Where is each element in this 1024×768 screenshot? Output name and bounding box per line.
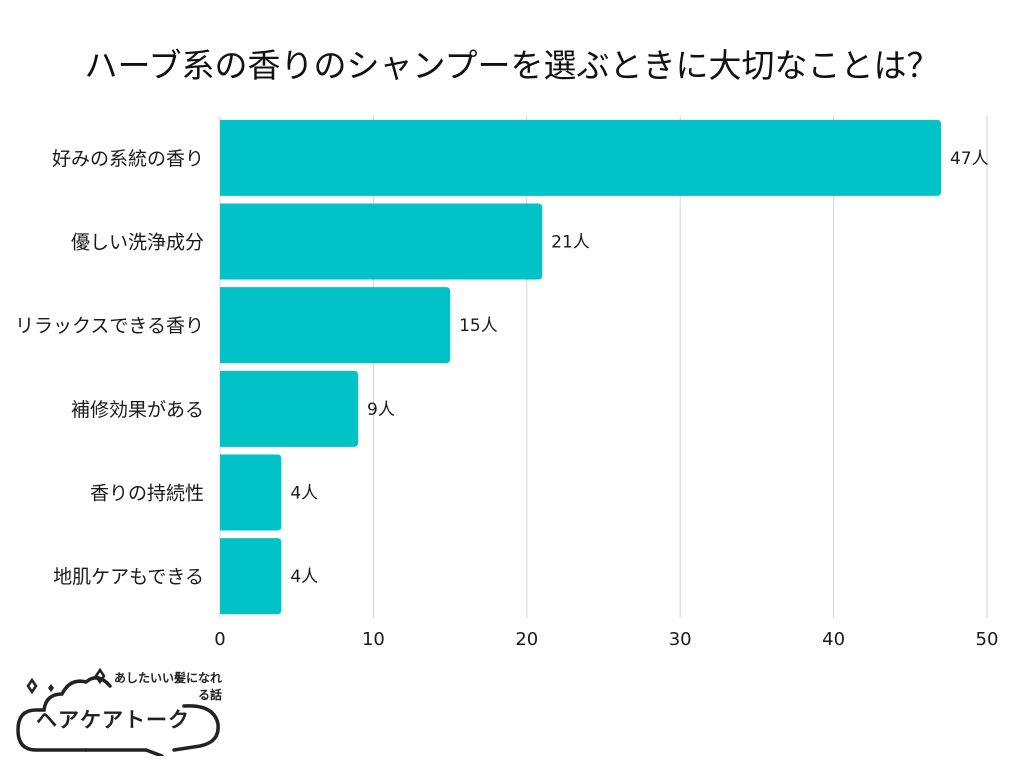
bar	[220, 203, 543, 280]
x-tick-label: 30	[669, 629, 692, 650]
chart-title: ハーブ系の香りのシャンプーを選ぶときに大切なことは？	[84, 46, 940, 85]
x-tick-label: 10	[362, 629, 385, 650]
category-label: リラックスできる香り	[15, 315, 204, 337]
logo-name: ヘアケアトーク	[36, 708, 190, 732]
data-label: 15人	[459, 316, 498, 336]
gridlines	[219, 116, 988, 618]
cloud-logo-icon	[16, 667, 220, 756]
category-label: 補修効果がある	[71, 399, 204, 421]
bar	[220, 454, 282, 531]
data-label: 4人	[290, 567, 318, 587]
bar	[220, 119, 941, 196]
x-tick-label: 0	[214, 629, 225, 650]
category-label: 香りの持続性	[90, 483, 204, 505]
category-label: 地肌ケアもできる	[53, 566, 204, 588]
data-label: 21人	[551, 233, 590, 253]
data-label: 9人	[367, 400, 395, 420]
logo-tagline: あしたいい髪になれる話	[113, 671, 222, 702]
category-label: 好みの系統の香り	[52, 148, 204, 170]
brand-logo: あしたいい髪になれる話 ヘアケアトーク	[14, 664, 228, 756]
x-tick-label: 40	[822, 629, 845, 650]
bar	[220, 370, 359, 447]
data-label: 4人	[290, 484, 318, 504]
bars	[220, 119, 941, 615]
x-tick-label: 20	[515, 629, 538, 650]
category-label: 優しい洗浄成分	[71, 232, 204, 254]
data-label: 47人	[950, 149, 989, 169]
bar	[220, 538, 282, 615]
x-tick-label: 50	[976, 629, 999, 650]
bar	[220, 287, 451, 364]
